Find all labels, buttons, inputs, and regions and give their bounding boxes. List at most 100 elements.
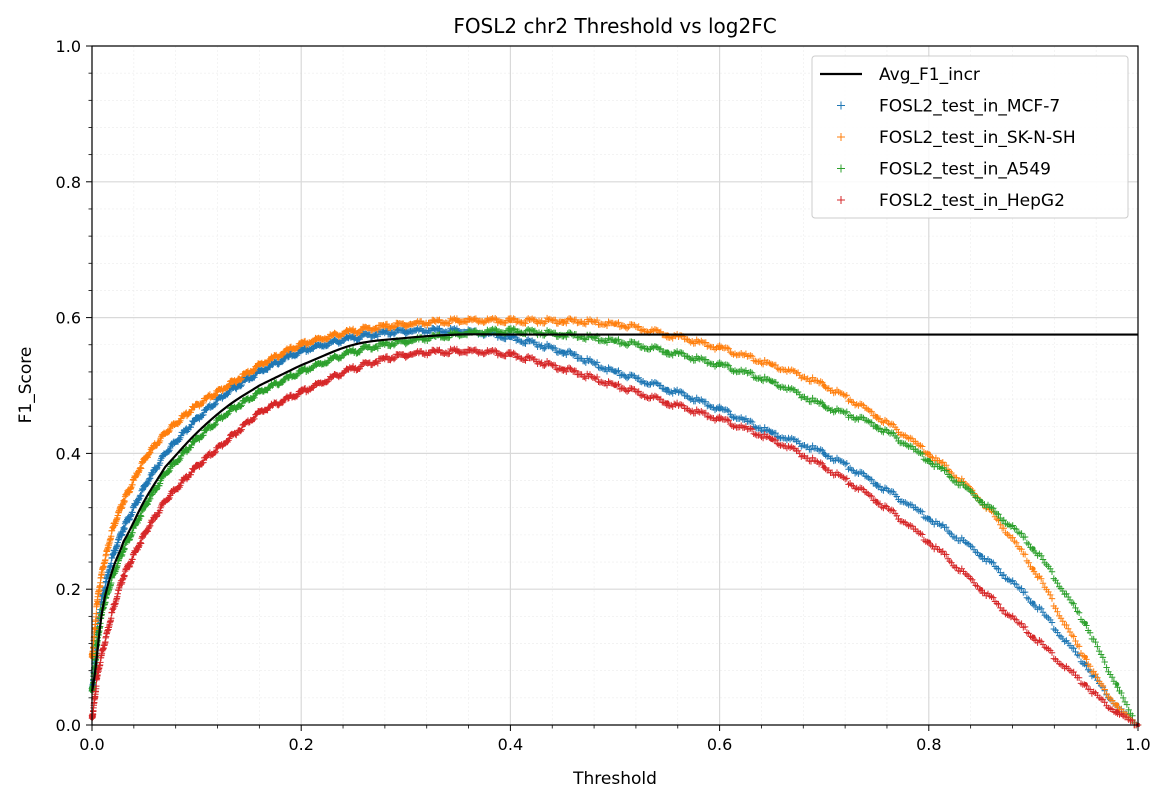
- y-tick-label: 0.2: [56, 580, 81, 599]
- data-point: [403, 322, 408, 327]
- data-point: [403, 352, 408, 358]
- data-point: [508, 335, 513, 341]
- data-point: [612, 369, 618, 375]
- series-Avg_F1_incr: [90, 333, 1138, 692]
- data-point: [822, 403, 827, 409]
- data-point: [225, 390, 231, 395]
- data-point: [560, 366, 565, 371]
- y-tick-label: 0.6: [56, 309, 81, 328]
- data-point: [978, 553, 984, 558]
- data-point: [163, 471, 168, 476]
- data-point: [769, 379, 775, 385]
- data-point: [257, 362, 262, 368]
- data-point: [822, 451, 827, 456]
- data-point: [257, 410, 262, 415]
- x-tick-label: 1.0: [1125, 735, 1150, 754]
- data-point: [194, 464, 199, 470]
- data-point: [194, 437, 199, 443]
- data-point: [665, 349, 670, 354]
- data-point: [612, 383, 618, 388]
- data-point: [665, 386, 670, 392]
- data-point: [822, 383, 827, 388]
- data-point: [1083, 654, 1088, 660]
- data-point: [299, 342, 304, 347]
- data-point: [1031, 566, 1036, 572]
- data-point: [163, 498, 168, 504]
- legend: Avg_F1_incr FOSL2_test_in_MCF-7 FOSL2_test…: [811, 55, 1129, 219]
- data-point: [508, 318, 513, 324]
- data-point: [665, 400, 670, 405]
- data-point: [717, 417, 722, 422]
- data-point: [874, 498, 879, 504]
- y-axis-title: F1_Score: [16, 347, 36, 424]
- data-point: [121, 498, 126, 504]
- data-point: [560, 349, 565, 354]
- data-point: [100, 648, 105, 653]
- data-point: [560, 318, 565, 324]
- data-point: [194, 417, 199, 422]
- data-point: [1083, 620, 1088, 626]
- data-point: [455, 349, 461, 354]
- series-FOSL2_test_in_MCF-7: [88, 324, 1142, 729]
- data-point: [110, 525, 116, 531]
- data-point: [351, 366, 356, 371]
- x-tick-label: 0.2: [288, 735, 313, 754]
- data-point: [874, 424, 879, 429]
- data-point: [194, 403, 199, 409]
- data-point: [1083, 682, 1088, 687]
- data-point: [769, 430, 775, 436]
- data-point: [926, 451, 931, 456]
- x-tick-label: 0.4: [498, 735, 523, 754]
- data-point: [1031, 546, 1036, 551]
- data-point: [110, 607, 116, 612]
- y-tick-label: 0.4: [56, 444, 81, 463]
- data-point: [299, 349, 304, 354]
- x-tick-label: 0.0: [79, 735, 104, 754]
- data-point: [257, 369, 262, 375]
- legend-label: FOSL2_test_in_HepG2: [879, 191, 1065, 211]
- legend-box: [811, 55, 1129, 219]
- data-point: [1031, 634, 1036, 639]
- data-point: [926, 539, 931, 544]
- legend-swatch: [837, 101, 845, 110]
- legend-item: FOSL2_test_in_SK-N-SH: [837, 128, 1076, 148]
- plot-frame: [91, 45, 1139, 726]
- legend-label: FOSL2_test_in_A549: [879, 160, 1051, 180]
- data-point: [403, 339, 408, 344]
- legend-item: FOSL2_test_in_A549: [837, 160, 1051, 180]
- data-point: [225, 383, 231, 388]
- data-point: [822, 464, 827, 470]
- legend-label: FOSL2_test_in_SK-N-SH: [879, 128, 1076, 148]
- data-point: [225, 410, 231, 415]
- data-point: [142, 485, 147, 490]
- data-point: [1114, 682, 1120, 687]
- x-tick-label: 0.6: [707, 735, 732, 754]
- data-point: [95, 675, 100, 680]
- data-point: [142, 532, 147, 538]
- data-point: [978, 498, 984, 504]
- data-point: [455, 318, 461, 324]
- data-point: [299, 390, 304, 395]
- y-tick-label: 0.8: [56, 173, 81, 192]
- data-point: [142, 457, 147, 463]
- data-point: [121, 573, 126, 578]
- data-point: [225, 437, 231, 443]
- data-point: [717, 345, 722, 351]
- data-point: [926, 515, 931, 521]
- data-point: [95, 600, 100, 605]
- legend-label: Avg_F1_incr: [879, 65, 980, 85]
- data-point: [299, 369, 304, 375]
- legend-swatch: [837, 133, 845, 141]
- legend-swatch: [837, 164, 845, 173]
- data-point: [1031, 600, 1036, 605]
- avg-line: [90, 333, 1138, 692]
- series-layer: [88, 314, 1142, 729]
- y-tick-label: 0.0: [56, 716, 81, 735]
- data-point: [1114, 702, 1120, 707]
- data-point: [351, 349, 356, 354]
- data-point: [874, 413, 879, 419]
- data-point: [403, 328, 408, 334]
- data-point: [1114, 709, 1120, 714]
- data-point: [163, 451, 168, 456]
